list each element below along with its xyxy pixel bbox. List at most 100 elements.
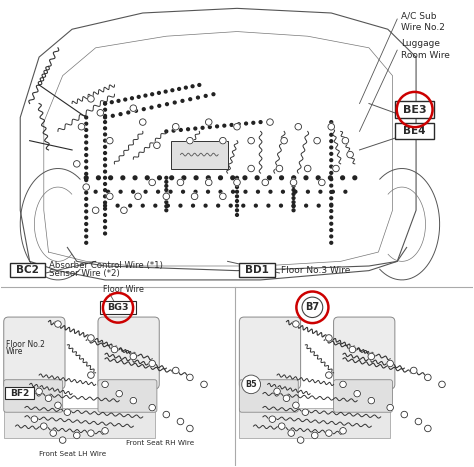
- Circle shape: [104, 201, 107, 204]
- Circle shape: [219, 193, 226, 199]
- Circle shape: [149, 404, 155, 411]
- Circle shape: [135, 109, 137, 112]
- Circle shape: [425, 425, 431, 432]
- Circle shape: [248, 165, 255, 172]
- Circle shape: [304, 165, 311, 172]
- Circle shape: [255, 204, 257, 207]
- Circle shape: [242, 204, 245, 207]
- Circle shape: [85, 204, 88, 206]
- Circle shape: [130, 397, 137, 404]
- Bar: [100, 301, 136, 314]
- Circle shape: [280, 204, 283, 207]
- Circle shape: [116, 204, 119, 207]
- Circle shape: [191, 193, 198, 199]
- Circle shape: [107, 137, 113, 144]
- Circle shape: [330, 204, 333, 207]
- Circle shape: [330, 178, 333, 181]
- Circle shape: [330, 171, 333, 174]
- Circle shape: [425, 374, 431, 381]
- Circle shape: [88, 430, 94, 436]
- Circle shape: [84, 176, 88, 180]
- Circle shape: [256, 191, 259, 193]
- Circle shape: [78, 123, 85, 130]
- Circle shape: [165, 205, 168, 208]
- Circle shape: [326, 335, 332, 341]
- Circle shape: [64, 409, 71, 416]
- Circle shape: [330, 241, 333, 244]
- Bar: [239, 408, 390, 438]
- Circle shape: [243, 176, 247, 180]
- Circle shape: [102, 428, 109, 434]
- Circle shape: [302, 409, 309, 416]
- Circle shape: [330, 146, 333, 149]
- Circle shape: [236, 199, 238, 202]
- Circle shape: [141, 204, 144, 207]
- Circle shape: [187, 425, 193, 432]
- Circle shape: [178, 87, 181, 90]
- Circle shape: [354, 390, 360, 397]
- Circle shape: [104, 183, 107, 185]
- Circle shape: [205, 179, 212, 186]
- Circle shape: [237, 123, 240, 126]
- Circle shape: [242, 375, 261, 394]
- Circle shape: [111, 114, 114, 117]
- Circle shape: [104, 114, 107, 117]
- Circle shape: [236, 204, 238, 207]
- Circle shape: [278, 423, 285, 429]
- Circle shape: [31, 416, 37, 423]
- Circle shape: [191, 85, 194, 88]
- Text: Absorber Control Wire (*1): Absorber Control Wire (*1): [49, 262, 164, 270]
- Circle shape: [219, 191, 222, 193]
- Bar: [239, 263, 275, 277]
- Circle shape: [194, 191, 197, 193]
- Circle shape: [387, 404, 393, 411]
- Circle shape: [158, 105, 161, 107]
- Circle shape: [50, 430, 56, 436]
- Circle shape: [85, 122, 88, 125]
- Circle shape: [267, 176, 271, 180]
- Circle shape: [88, 335, 94, 341]
- Circle shape: [330, 140, 333, 142]
- Circle shape: [244, 191, 247, 193]
- Text: BG3: BG3: [107, 303, 129, 312]
- Circle shape: [104, 204, 107, 207]
- Text: Floor No.3 Wire: Floor No.3 Wire: [281, 266, 350, 275]
- Circle shape: [330, 229, 333, 232]
- Circle shape: [204, 204, 207, 207]
- Circle shape: [216, 125, 219, 128]
- Circle shape: [319, 191, 322, 193]
- Circle shape: [85, 154, 88, 156]
- Circle shape: [59, 437, 66, 443]
- Text: Front Seat LH Wire: Front Seat LH Wire: [39, 451, 106, 457]
- Circle shape: [317, 204, 320, 207]
- Circle shape: [85, 198, 88, 200]
- Circle shape: [142, 108, 145, 111]
- Circle shape: [295, 123, 301, 130]
- Circle shape: [182, 176, 186, 180]
- Circle shape: [330, 191, 333, 193]
- Circle shape: [110, 101, 113, 104]
- Circle shape: [292, 180, 295, 183]
- Circle shape: [165, 180, 168, 183]
- Circle shape: [177, 179, 184, 186]
- Circle shape: [104, 164, 107, 167]
- Circle shape: [229, 204, 232, 207]
- Circle shape: [236, 213, 238, 216]
- Circle shape: [150, 106, 153, 109]
- Circle shape: [368, 353, 374, 360]
- Circle shape: [85, 185, 88, 188]
- Circle shape: [252, 121, 255, 124]
- Circle shape: [330, 134, 333, 136]
- Circle shape: [55, 321, 61, 327]
- Circle shape: [132, 191, 135, 193]
- Circle shape: [283, 395, 290, 402]
- Circle shape: [292, 321, 299, 327]
- Circle shape: [223, 124, 226, 127]
- Circle shape: [85, 141, 88, 144]
- Circle shape: [234, 123, 240, 130]
- Circle shape: [206, 176, 210, 180]
- FancyBboxPatch shape: [4, 380, 63, 412]
- Circle shape: [104, 213, 107, 216]
- Circle shape: [209, 126, 211, 128]
- Circle shape: [245, 122, 247, 125]
